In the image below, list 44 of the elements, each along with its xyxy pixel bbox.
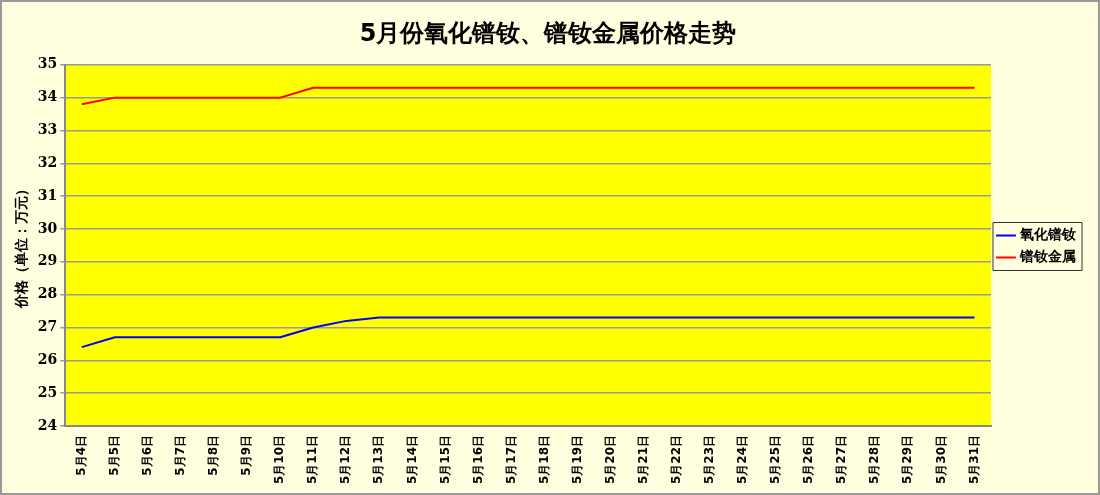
x-tick-label: 5月29日: [900, 434, 915, 485]
y-tick-label: 27: [37, 318, 58, 335]
y-tick-label: 26: [37, 350, 58, 367]
x-tick-label: 5月26日: [801, 434, 816, 485]
x-tick-label: 5月19日: [569, 434, 584, 485]
x-tick-label: 5月24日: [735, 434, 750, 485]
x-tick-label: 5月12日: [338, 434, 353, 485]
x-tick-label: 5月4日: [73, 434, 88, 476]
x-tick-label: 5月9日: [239, 434, 254, 476]
x-tick-label: 5月10日: [272, 434, 287, 485]
y-axis-title: 价格（单位：万元）: [13, 182, 30, 310]
x-tick-label: 5月21日: [635, 434, 650, 485]
x-tick-label: 5月5日: [107, 434, 121, 476]
y-tick-label: 35: [37, 55, 58, 72]
x-tick-label: 5月25日: [768, 434, 783, 485]
x-tick-label: 5月28日: [867, 434, 882, 485]
y-tick-label: 33: [37, 121, 58, 138]
x-tick-label: 5月30日: [933, 434, 948, 485]
x-tick-label: 5月17日: [503, 434, 518, 485]
y-tick-label: 28: [37, 285, 58, 302]
x-tick-label: 5月16日: [470, 434, 485, 485]
y-tick-label: 34: [37, 88, 58, 105]
x-tick-label: 5月27日: [834, 434, 849, 485]
y-tick-label: 29: [37, 252, 58, 269]
x-tick-label: 5月14日: [404, 434, 419, 485]
legend-label: 氧化镨钕: [1019, 226, 1076, 243]
y-tick-label: 25: [37, 383, 58, 400]
x-tick-label: 5月7日: [173, 434, 188, 476]
x-tick-label: 5月22日: [669, 434, 684, 485]
legend-label: 镨钕金属: [1019, 248, 1076, 265]
x-tick-label: 5月8日: [206, 434, 221, 476]
y-tick-label: 31: [37, 186, 58, 203]
x-tick-label: 5月11日: [305, 434, 320, 485]
x-tick-label: 5月18日: [536, 434, 551, 485]
x-tick-label: 5月23日: [702, 434, 717, 485]
y-tick-label: 30: [37, 219, 58, 236]
chart-title: 5月份氧化镨钕、镨钕金属价格走势: [359, 18, 737, 47]
x-tick-label: 5月15日: [437, 434, 452, 485]
x-tick-label: 5月31日: [966, 434, 981, 485]
x-tick-label: 5月6日: [140, 434, 155, 476]
x-tick-label: 5月20日: [602, 434, 617, 485]
y-tick-label: 32: [37, 153, 58, 170]
x-tick-label: 5月13日: [371, 434, 386, 485]
y-tick-label: 24: [37, 416, 58, 433]
